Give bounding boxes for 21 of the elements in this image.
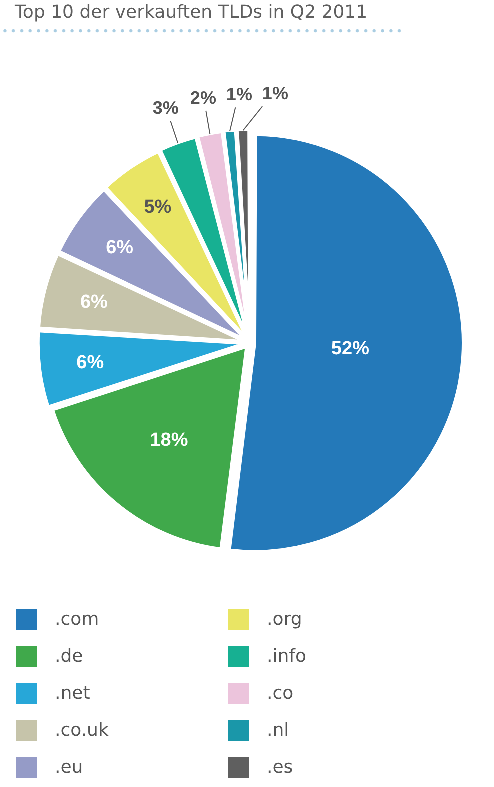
data-label: 1%: [226, 84, 252, 105]
data-label: 1%: [262, 84, 288, 104]
legend-label: .info: [267, 646, 306, 667]
data-label: 2%: [190, 88, 216, 108]
data-label: 18%: [150, 430, 188, 451]
legend-label: .net: [55, 683, 90, 704]
data-label: 6%: [76, 352, 104, 374]
legend-label: .nl: [267, 720, 290, 741]
legend-label: .co: [267, 683, 294, 704]
legend-label: .es: [267, 757, 294, 778]
data-label: 5%: [144, 196, 172, 218]
legend-label: .eu: [55, 757, 84, 778]
data-label: 6%: [106, 238, 134, 259]
legend-label: .com: [55, 609, 100, 630]
data-label: 6%: [80, 292, 108, 314]
legend-label: .org: [267, 609, 302, 630]
data-label: 52%: [331, 338, 370, 360]
chart-title: Top 10 der verkauften TLDs in Q2 2011: [15, 2, 368, 24]
legend-label: .co.uk: [55, 720, 109, 741]
data-label: 3%: [152, 98, 179, 118]
legend-label: .de: [55, 646, 84, 667]
